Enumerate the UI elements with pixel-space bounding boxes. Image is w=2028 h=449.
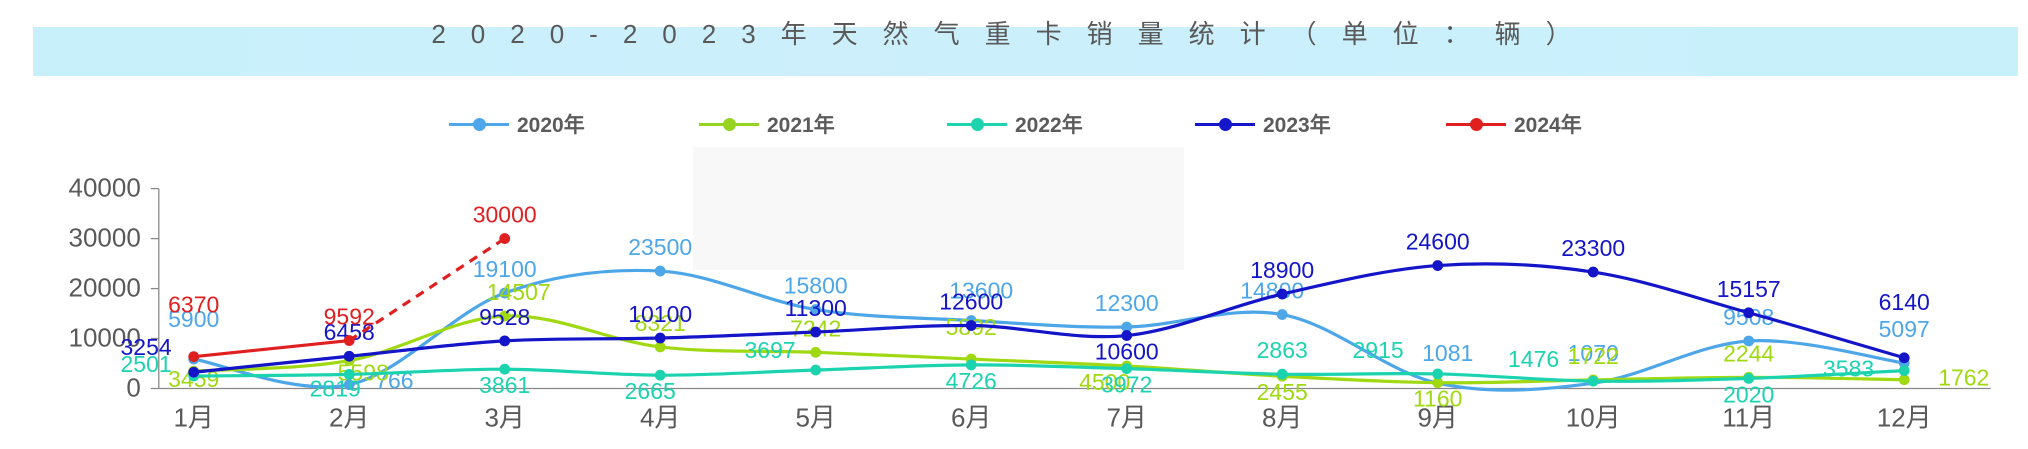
svg-text:5月: 5月 (795, 403, 835, 433)
svg-text:2244: 2244 (1723, 340, 1774, 366)
svg-text:2665: 2665 (625, 378, 676, 404)
svg-text:3972: 3972 (1101, 372, 1152, 398)
svg-text:3861: 3861 (479, 372, 530, 398)
svg-text:15157: 15157 (1717, 276, 1781, 302)
svg-text:3583: 3583 (1823, 356, 1874, 382)
svg-text:8月: 8月 (1262, 403, 1302, 433)
svg-text:0: 0 (126, 373, 140, 403)
svg-text:2915: 2915 (1353, 337, 1404, 363)
svg-text:12月: 12月 (1877, 403, 1932, 433)
svg-text:2020: 2020 (1723, 381, 1774, 407)
svg-text:9592: 9592 (324, 304, 375, 330)
svg-text:2455: 2455 (1257, 379, 1308, 405)
svg-text:1081: 1081 (1422, 340, 1473, 366)
svg-text:3697: 3697 (745, 337, 796, 363)
svg-text:12300: 12300 (1095, 290, 1159, 316)
svg-text:3254: 3254 (121, 334, 172, 360)
svg-text:2月: 2月 (329, 403, 369, 433)
svg-text:5097: 5097 (1879, 316, 1930, 342)
svg-text:10月: 10月 (1566, 403, 1621, 433)
svg-text:23300: 23300 (1561, 235, 1625, 261)
svg-text:6140: 6140 (1879, 289, 1930, 315)
svg-text:1476: 1476 (1508, 346, 1559, 372)
svg-text:23500: 23500 (628, 234, 692, 260)
svg-text:4月: 4月 (640, 403, 680, 433)
svg-text:11300: 11300 (785, 295, 847, 321)
svg-text:6月: 6月 (951, 403, 991, 433)
svg-text:10100: 10100 (628, 301, 692, 327)
svg-text:1月: 1月 (173, 403, 213, 433)
svg-text:6370: 6370 (168, 292, 219, 318)
svg-text:24600: 24600 (1406, 229, 1470, 255)
svg-text:7月: 7月 (1106, 403, 1146, 433)
svg-text:12600: 12600 (939, 289, 1003, 315)
svg-text:4726: 4726 (946, 368, 997, 394)
svg-text:2863: 2863 (1257, 337, 1308, 363)
svg-text:18900: 18900 (1250, 257, 1314, 283)
svg-text:30000: 30000 (68, 223, 140, 253)
svg-text:1722: 1722 (1568, 343, 1619, 369)
svg-text:1160: 1160 (1413, 386, 1462, 412)
svg-text:3月: 3月 (484, 403, 524, 433)
svg-text:30000: 30000 (473, 202, 537, 228)
svg-text:40000: 40000 (68, 173, 140, 203)
svg-text:1762: 1762 (1938, 365, 1989, 391)
svg-text:20000: 20000 (68, 273, 140, 303)
svg-text:9528: 9528 (479, 304, 530, 330)
svg-text:2819: 2819 (310, 375, 361, 401)
svg-text:14507: 14507 (487, 279, 551, 305)
svg-text:10600: 10600 (1095, 339, 1159, 365)
